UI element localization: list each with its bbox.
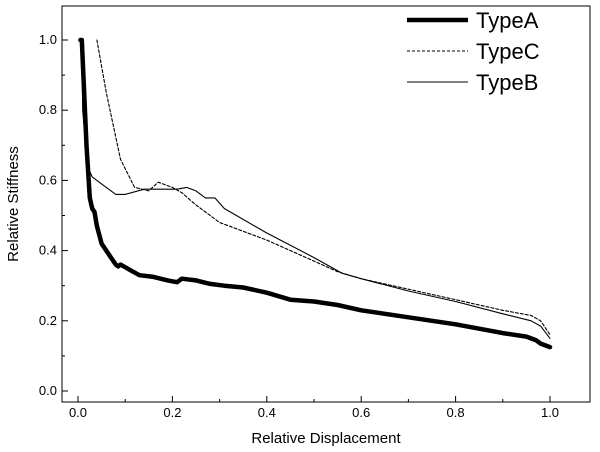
legend: TypeA TypeC TypeB (407, 8, 540, 95)
plot-frame (61, 5, 591, 403)
y-tick-label: 0.2 (39, 313, 57, 328)
x-tick-label: 0.2 (163, 405, 181, 420)
legend-label-typea: TypeA (476, 8, 539, 33)
legend-label-typeb: TypeB (476, 70, 538, 95)
y-tick-label: 0.0 (39, 383, 57, 398)
y-tick-label: 0.8 (39, 102, 57, 117)
y-tick-label: 0.4 (39, 243, 57, 258)
x-tick-label: 0.8 (447, 405, 465, 420)
series-line-typec (96, 39, 551, 336)
x-tick-label: 0.0 (69, 405, 87, 420)
y-axis-title: Relative Stiffness (5, 146, 22, 262)
series-line-typea (78, 37, 553, 350)
x-axis-title: Relative Displacement (251, 430, 401, 447)
x-tick-label: 0.4 (258, 405, 276, 420)
y-tick-label: 1.0 (39, 32, 57, 47)
y-tick-label: 0.6 (39, 172, 57, 187)
legend-label-typec: TypeC (476, 39, 540, 64)
x-tick-label: 1.0 (541, 405, 559, 420)
series-line-typeb (79, 39, 551, 339)
axis-ticks: 0.0 0.2 0.4 0.6 0.8 1.0 0.0 0.2 0.4 0.6 0.8 1.0 (39, 32, 559, 420)
series-lines (78, 37, 553, 350)
x-tick-label: 0.6 (352, 405, 370, 420)
